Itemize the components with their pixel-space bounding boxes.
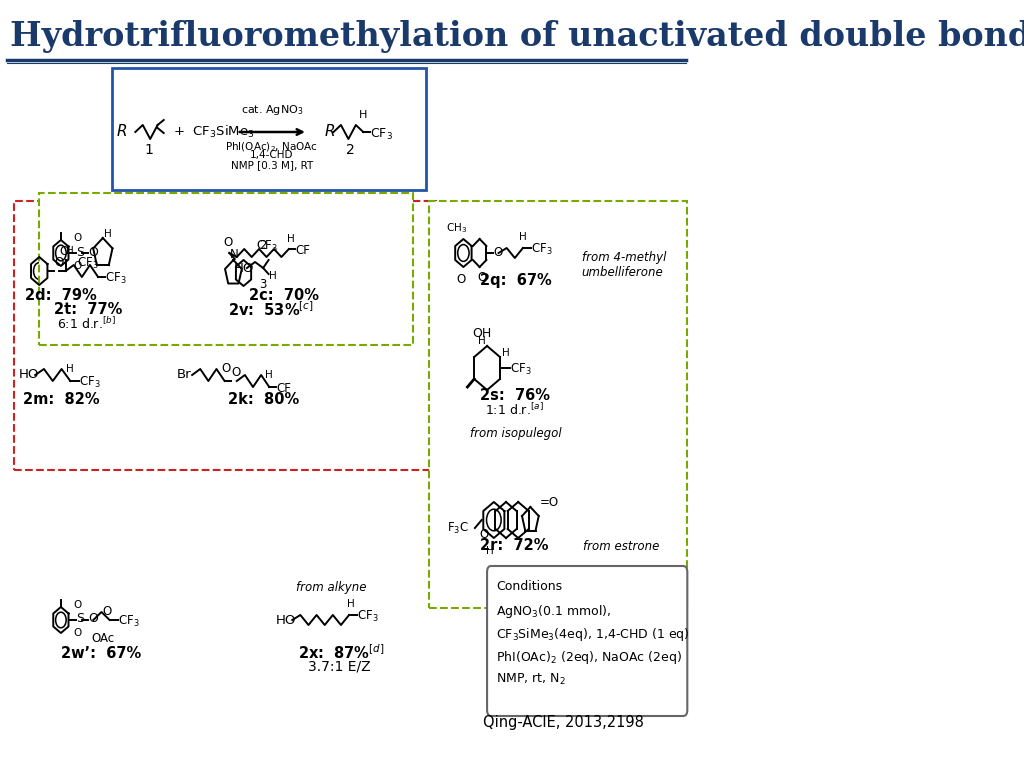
Text: O: O xyxy=(479,528,488,541)
Text: H: H xyxy=(346,599,354,609)
Text: from 4-methyl: from 4-methyl xyxy=(582,251,667,264)
Text: CF$_3$: CF$_3$ xyxy=(77,256,98,270)
Text: CF$_3$: CF$_3$ xyxy=(104,270,127,286)
Text: 2q:  67%: 2q: 67% xyxy=(479,273,551,287)
Text: Hydrotrifluoromethylation of unactivated double bonds: Ag: Hydrotrifluoromethylation of unactivated… xyxy=(10,20,1024,53)
Text: NMP, rt, N$_2$: NMP, rt, N$_2$ xyxy=(496,672,565,687)
Text: OAc: OAc xyxy=(91,632,115,645)
Text: 1,4-CHD: 1,4-CHD xyxy=(250,150,294,160)
Text: H: H xyxy=(359,110,368,120)
Text: 3.7:1 E/Z: 3.7:1 E/Z xyxy=(308,660,371,674)
Text: H: H xyxy=(67,364,74,374)
Text: O: O xyxy=(88,246,98,259)
Text: O: O xyxy=(223,236,232,249)
Text: H: H xyxy=(67,246,74,256)
Text: CF$_3$: CF$_3$ xyxy=(531,241,553,257)
Text: PhI(OAc)$_2$ (2eq), NaOAc (2eq): PhI(OAc)$_2$ (2eq), NaOAc (2eq) xyxy=(496,649,682,666)
Text: CF: CF xyxy=(276,382,291,395)
Text: CF$_3$: CF$_3$ xyxy=(510,362,531,376)
Text: H: H xyxy=(287,234,295,244)
Text: O: O xyxy=(54,256,63,269)
Text: 2w’:  67%: 2w’: 67% xyxy=(61,645,141,660)
Text: H: H xyxy=(265,370,273,380)
Text: 2s:  76%: 2s: 76% xyxy=(480,389,551,403)
Text: 2m:  82%: 2m: 82% xyxy=(23,392,99,408)
Text: O: O xyxy=(231,366,241,379)
Text: 2v:  53%$^{[c]}$: 2v: 53%$^{[c]}$ xyxy=(227,300,313,319)
Text: from estrone: from estrone xyxy=(583,539,659,552)
Text: 3: 3 xyxy=(259,278,267,291)
Text: O: O xyxy=(456,273,465,286)
Text: CF$_3$: CF$_3$ xyxy=(79,375,100,389)
Text: HO: HO xyxy=(18,369,39,382)
Text: 2x:  87%$^{[d]}$: 2x: 87%$^{[d]}$ xyxy=(298,644,385,662)
Text: AgNO$_3$(0.1 mmol),: AgNO$_3$(0.1 mmol), xyxy=(496,603,611,620)
Text: Conditions: Conditions xyxy=(496,580,562,593)
Text: OH: OH xyxy=(472,327,492,340)
Text: CF$_3$SiMe$_3$(4eq), 1,4-CHD (1 eq): CF$_3$SiMe$_3$(4eq), 1,4-CHD (1 eq) xyxy=(496,626,689,643)
Text: NMP [0.3 M], RT: NMP [0.3 M], RT xyxy=(230,160,313,170)
Text: CF$_3$: CF$_3$ xyxy=(357,608,379,624)
Text: 2: 2 xyxy=(259,239,267,252)
Text: 2t:  77%: 2t: 77% xyxy=(53,303,122,317)
Text: from isopulegol: from isopulegol xyxy=(470,426,562,439)
FancyBboxPatch shape xyxy=(13,201,435,470)
Text: N: N xyxy=(230,248,240,261)
Text: O: O xyxy=(477,271,486,284)
Text: O: O xyxy=(102,605,112,618)
Text: R: R xyxy=(117,124,127,140)
Text: O: O xyxy=(88,613,98,625)
FancyBboxPatch shape xyxy=(429,201,687,608)
Text: Qing-ACIE, 2013,2198: Qing-ACIE, 2013,2198 xyxy=(483,714,644,730)
Text: +  CF$_3$SiMe$_3$: + CF$_3$SiMe$_3$ xyxy=(172,124,254,140)
Text: 1:1 d.r.$^{[a]}$: 1:1 d.r.$^{[a]}$ xyxy=(484,402,544,418)
Text: cat. AgNO$_3$: cat. AgNO$_3$ xyxy=(241,103,303,117)
Text: O: O xyxy=(73,261,81,271)
Text: O: O xyxy=(221,362,230,375)
Text: HO: HO xyxy=(276,614,296,627)
Text: S: S xyxy=(76,246,84,259)
Text: O: O xyxy=(494,246,503,259)
Text: CF: CF xyxy=(295,243,310,257)
Text: H: H xyxy=(519,232,526,242)
Text: H: H xyxy=(104,229,112,239)
FancyBboxPatch shape xyxy=(487,566,687,716)
FancyBboxPatch shape xyxy=(113,68,426,190)
Text: CF$_3$: CF$_3$ xyxy=(256,239,278,254)
Text: H: H xyxy=(502,348,510,358)
Text: CF$_3$: CF$_3$ xyxy=(118,614,139,628)
Text: =O: =O xyxy=(540,495,559,508)
Text: PhI(OAc)$_2$, NaOAc: PhI(OAc)$_2$, NaOAc xyxy=(225,140,318,154)
Text: H: H xyxy=(269,271,278,281)
Text: HO: HO xyxy=(233,261,254,274)
Text: H: H xyxy=(486,546,494,556)
Text: R: R xyxy=(325,124,335,140)
Text: O: O xyxy=(73,600,81,610)
Text: 2r:  72%: 2r: 72% xyxy=(480,538,549,554)
Text: 2k:  80%: 2k: 80% xyxy=(228,392,299,408)
FancyBboxPatch shape xyxy=(39,193,413,345)
Text: CF$_3$: CF$_3$ xyxy=(370,127,393,141)
Text: H: H xyxy=(478,336,485,346)
Text: umbelliferone: umbelliferone xyxy=(582,266,664,279)
Text: Br: Br xyxy=(177,369,191,382)
Text: O: O xyxy=(73,233,81,243)
Text: 2c:  70%: 2c: 70% xyxy=(249,289,319,303)
Text: CH$_3$: CH$_3$ xyxy=(446,221,467,235)
Text: O: O xyxy=(59,245,69,258)
Text: S: S xyxy=(76,613,84,625)
Text: 2: 2 xyxy=(346,143,354,157)
Text: from alkyne: from alkyne xyxy=(296,581,367,594)
Text: 6:1 d.r.$^{[b]}$: 6:1 d.r.$^{[b]}$ xyxy=(57,316,116,332)
Text: 1: 1 xyxy=(144,143,154,157)
Text: 2d:  79%: 2d: 79% xyxy=(25,289,96,303)
Text: F$_3$C: F$_3$C xyxy=(447,521,469,535)
Text: O: O xyxy=(73,628,81,638)
